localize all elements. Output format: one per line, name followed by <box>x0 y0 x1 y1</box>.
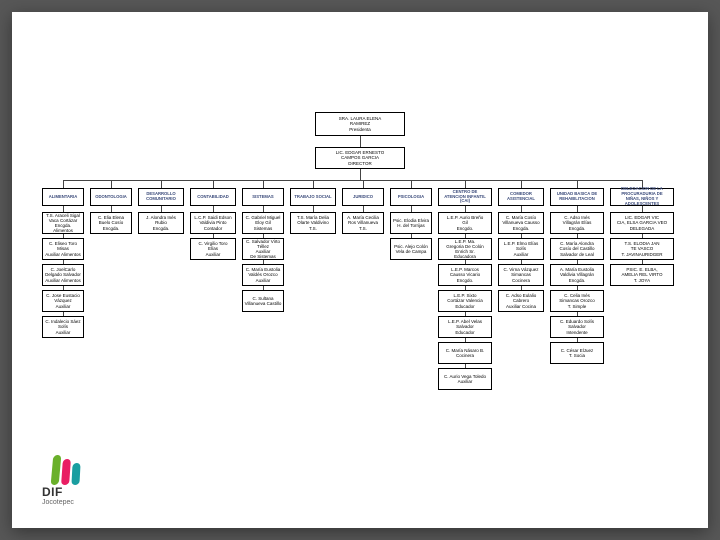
person-box: Psic. Alejo Colón Vela de Campa <box>390 238 432 260</box>
person-box: C. Gabriel Miguel Eloy Gil Sistemas <box>242 212 284 234</box>
person-box: LIC. EDGAR VIC CIA, ELSA GARCIA VEO DELE… <box>610 212 674 234</box>
person-box: C. Virna Vázquez Simancas Cocinera <box>498 264 544 286</box>
person-box: T.S. ELODIA JAN TE VASCO T. JAVINAURIDGE… <box>610 238 674 260</box>
person-box: C. Celia Inés Simancas Orozco T. Simple <box>550 290 604 312</box>
person-box: L.E.P. Ma. Gregoria De Colón Enrich Sr. … <box>438 238 492 260</box>
person-box: C. César ElJuez T. Socia <box>550 342 604 364</box>
dept-title: TRABAJO SOCIAL <box>290 188 336 206</box>
dept-title: CONTABILIDAD <box>190 188 236 206</box>
person-box: L.E.P. Marcos Causso Vicario Encgdo. <box>438 264 492 286</box>
person-box: C. María Cosío Villanueva Causso Encgda. <box>498 212 544 234</box>
person-box: T.S. Araceli Sigal Vaca Cortázar Encgda.… <box>42 212 84 234</box>
person-box: C. Indalecio Sáez Solís Auxiliar <box>42 316 84 338</box>
dept-title: DESARROLLO COMUNITARIO <box>138 188 184 206</box>
dept-title: PSICOLOGIA <box>390 188 432 206</box>
dept-title: DELEGACION DE LA PROCURADURIA DE NIÑAS, … <box>610 188 674 206</box>
person-box: L.E.P. Aurio Breño Gil Encgdo. <box>438 212 492 234</box>
person-box: C. JoelCarlo Delgado Salvador Auxiliar A… <box>42 264 84 286</box>
slide: SRA. LAURA ELENA RAMIREZ Presidenta LIC.… <box>12 12 708 528</box>
person-box: L.C.P. Saidi Edson Valdivia Pinto Contad… <box>190 212 236 234</box>
person-box: T.S. María Delia Olarte Valdivino T.S. <box>290 212 336 234</box>
person-box: Psic. Elodia Elvira H. del Torrijas <box>390 212 432 234</box>
dept-title: COMEDOR ASISTENCIAL <box>498 188 544 206</box>
dif-logo: DIF Jocotepec <box>42 455 112 510</box>
person-box: J. Alondra Inés Rubio Encgda. <box>138 212 184 234</box>
person-box: A. María Eustolia Valdivia Villagrán Enc… <box>550 264 604 286</box>
person-box: L.E.P. Elmo Elías Solís Auxiliar <box>498 238 544 260</box>
person-box: C. Eduardo Solís Salvador Intendente <box>550 316 604 338</box>
person-box: C. Sultana Villanueva Castillo <box>242 290 284 312</box>
logo-text: DIF <box>42 485 112 499</box>
person-box: C. María Násaro B. Cocinera <box>438 342 492 364</box>
person-box: C. Virgilio Toro Elías Auxiliar <box>190 238 236 260</box>
dept-title: JURIDICO <box>342 188 384 206</box>
person-box: C. Salvador Virto Téllez Auxiliar De Sis… <box>242 238 284 260</box>
person-box: C. Jose Eustacio Vázquez Auxiliar <box>42 290 84 312</box>
person-box: L.E.P. Abel Velas Salvador Educador <box>438 316 492 338</box>
dept-title: ODONTOLOGIA <box>90 188 132 206</box>
person-box: C. María Alondra Cosío del Castillo Salv… <box>550 238 604 260</box>
person-box: C. Adso Eulalio Cabrero Auxiliar Cocina <box>498 290 544 312</box>
person-box: C. Eliseo Toro Misas Auxiliar Alimentos <box>42 238 84 260</box>
person-box: C. María Eustolia Valdés Orozco Auxiliar <box>242 264 284 286</box>
person-box: C. Elia Elena Buelo Cosío Encgda. <box>90 212 132 234</box>
person-box: C. Aurio Vega Toledo Auxiliar <box>438 368 492 390</box>
person-box: PSIC. E. ELBA, AMELIA REL VIRTO T. JOYA <box>610 264 674 286</box>
dept-title: SISTEMAS <box>242 188 284 206</box>
dept-title: UNIDAD BASICA DE REHABILITACION <box>550 188 604 206</box>
director-box: LIC. EDGAR ERNESTO CAMPOS GARCIA DIRECTO… <box>315 147 405 169</box>
president-box: SRA. LAURA ELENA RAMIREZ Presidenta <box>315 112 405 136</box>
logo-subtext: Jocotepec <box>42 499 112 506</box>
person-box: L.E.P. Sixto Cortázar Valencia Educador <box>438 290 492 312</box>
dept-title: ALIMENTARIA <box>42 188 84 206</box>
dept-title: CENTRO DE ATENCION INFANTIL (CAI) <box>438 188 492 206</box>
person-box: C. Adso Inés Villagrán Elías Encgda. <box>550 212 604 234</box>
person-box: A. María Cecilia Ros Villanueva T.S. <box>342 212 384 234</box>
